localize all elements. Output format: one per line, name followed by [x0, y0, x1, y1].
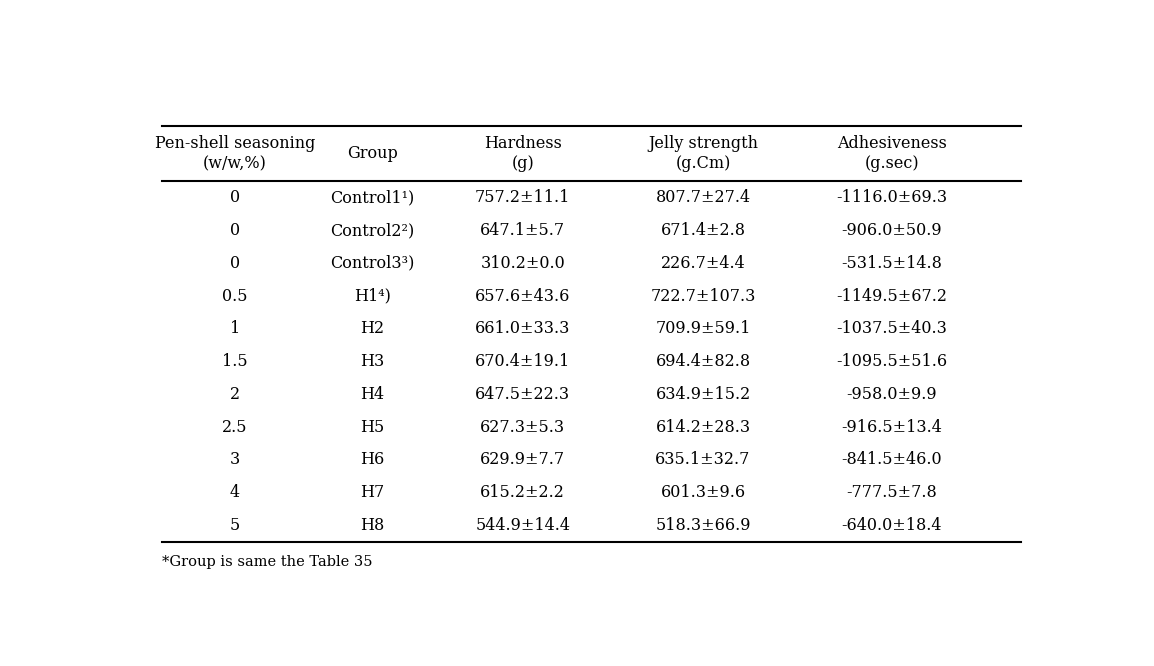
Text: -916.5±13.4: -916.5±13.4 — [841, 419, 943, 436]
Text: 629.9±7.7: 629.9±7.7 — [480, 452, 565, 468]
Text: 670.4±19.1: 670.4±19.1 — [475, 353, 570, 370]
Text: 671.4±2.8: 671.4±2.8 — [660, 222, 745, 239]
Text: Pen-shell seasoning
(w/w,%): Pen-shell seasoning (w/w,%) — [155, 135, 315, 172]
Text: Control2²): Control2²) — [330, 222, 414, 239]
Text: 661.0±33.3: 661.0±33.3 — [475, 320, 570, 338]
Text: 0: 0 — [230, 189, 240, 206]
Text: -1149.5±67.2: -1149.5±67.2 — [837, 288, 947, 304]
Text: 614.2±28.3: 614.2±28.3 — [655, 419, 750, 436]
Text: 807.7±27.4: 807.7±27.4 — [655, 189, 750, 206]
Text: Hardness
(g): Hardness (g) — [484, 135, 562, 172]
Text: 615.2±2.2: 615.2±2.2 — [480, 484, 565, 501]
Text: H1⁴): H1⁴) — [354, 288, 391, 304]
Text: 657.6±43.6: 657.6±43.6 — [475, 288, 570, 304]
Text: -777.5±7.8: -777.5±7.8 — [847, 484, 937, 501]
Text: 757.2±11.1: 757.2±11.1 — [475, 189, 570, 206]
Text: -640.0±18.4: -640.0±18.4 — [841, 517, 942, 534]
Text: Control3³): Control3³) — [330, 255, 414, 272]
Text: Jelly strength
(g.Cm): Jelly strength (g.Cm) — [649, 135, 758, 172]
Text: 518.3±66.9: 518.3±66.9 — [655, 517, 751, 534]
Text: 2: 2 — [230, 386, 240, 403]
Text: 647.5±22.3: 647.5±22.3 — [475, 386, 570, 403]
Text: H7: H7 — [360, 484, 384, 501]
Text: -906.0±50.9: -906.0±50.9 — [841, 222, 942, 239]
Text: H2: H2 — [360, 320, 384, 338]
Text: 635.1±32.7: 635.1±32.7 — [655, 452, 751, 468]
Text: 1: 1 — [230, 320, 240, 338]
Text: Group: Group — [347, 145, 398, 163]
Text: Control1¹): Control1¹) — [330, 189, 414, 206]
Text: 627.3±5.3: 627.3±5.3 — [480, 419, 565, 436]
Text: -1116.0±69.3: -1116.0±69.3 — [837, 189, 947, 206]
Text: 1.5: 1.5 — [223, 353, 248, 370]
Text: 4: 4 — [230, 484, 240, 501]
Text: 544.9±14.4: 544.9±14.4 — [475, 517, 570, 534]
Text: H5: H5 — [360, 419, 384, 436]
Text: 647.1±5.7: 647.1±5.7 — [480, 222, 565, 239]
Text: 722.7±107.3: 722.7±107.3 — [651, 288, 756, 304]
Text: 694.4±82.8: 694.4±82.8 — [655, 353, 750, 370]
Text: H8: H8 — [360, 517, 384, 534]
Text: 5: 5 — [230, 517, 240, 534]
Text: 0: 0 — [230, 222, 240, 239]
Text: 3: 3 — [230, 452, 240, 468]
Text: H6: H6 — [360, 452, 384, 468]
Text: *Group is same the Table 35: *Group is same the Table 35 — [162, 555, 373, 569]
Text: 0: 0 — [230, 255, 240, 272]
Text: -958.0±9.9: -958.0±9.9 — [847, 386, 937, 403]
Text: 0.5: 0.5 — [223, 288, 248, 304]
Text: 310.2±0.0: 310.2±0.0 — [480, 255, 565, 272]
Text: 709.9±59.1: 709.9±59.1 — [655, 320, 751, 338]
Text: H3: H3 — [360, 353, 384, 370]
Text: 226.7±4.4: 226.7±4.4 — [660, 255, 745, 272]
Text: -1037.5±40.3: -1037.5±40.3 — [837, 320, 947, 338]
Text: -841.5±46.0: -841.5±46.0 — [841, 452, 942, 468]
Text: -1095.5±51.6: -1095.5±51.6 — [837, 353, 947, 370]
Text: 601.3±9.6: 601.3±9.6 — [660, 484, 745, 501]
Text: -531.5±14.8: -531.5±14.8 — [841, 255, 943, 272]
Text: Adhesiveness
(g.sec): Adhesiveness (g.sec) — [837, 135, 947, 172]
Text: 2.5: 2.5 — [223, 419, 248, 436]
Text: 634.9±15.2: 634.9±15.2 — [655, 386, 750, 403]
Text: H4: H4 — [360, 386, 384, 403]
